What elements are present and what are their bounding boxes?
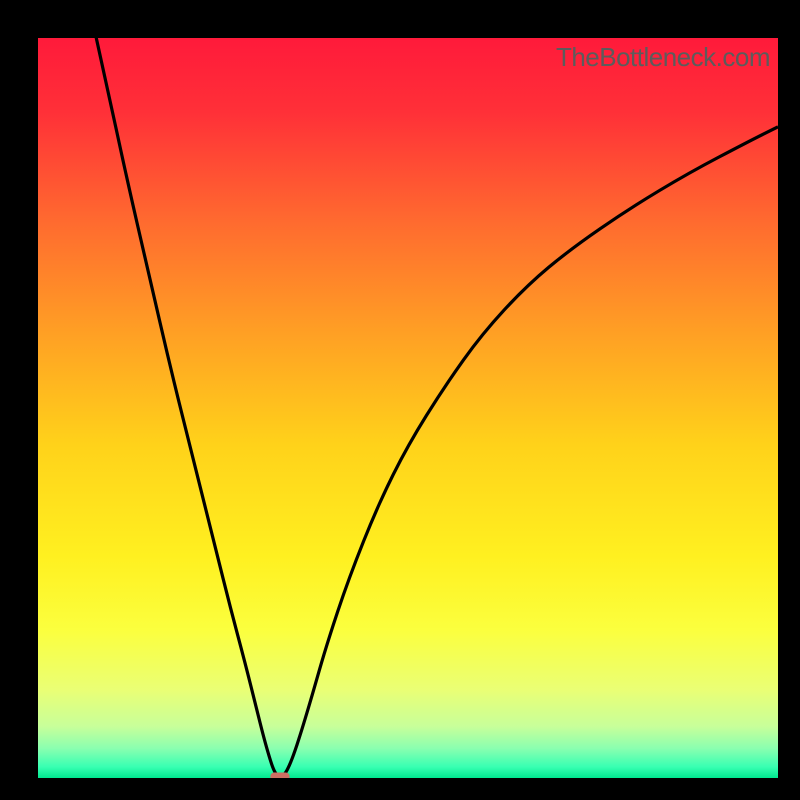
plot-area: TheBottleneck.com [38, 38, 778, 778]
curve-layer [38, 38, 778, 778]
frame-border-left [0, 0, 38, 800]
watermark-text: TheBottleneck.com [556, 42, 770, 73]
frame-border-bottom [0, 778, 800, 800]
frame-border-top [0, 0, 800, 38]
chart-frame: TheBottleneck.com [0, 0, 800, 800]
frame-border-right [778, 0, 800, 800]
bottleneck-curve [90, 38, 778, 776]
